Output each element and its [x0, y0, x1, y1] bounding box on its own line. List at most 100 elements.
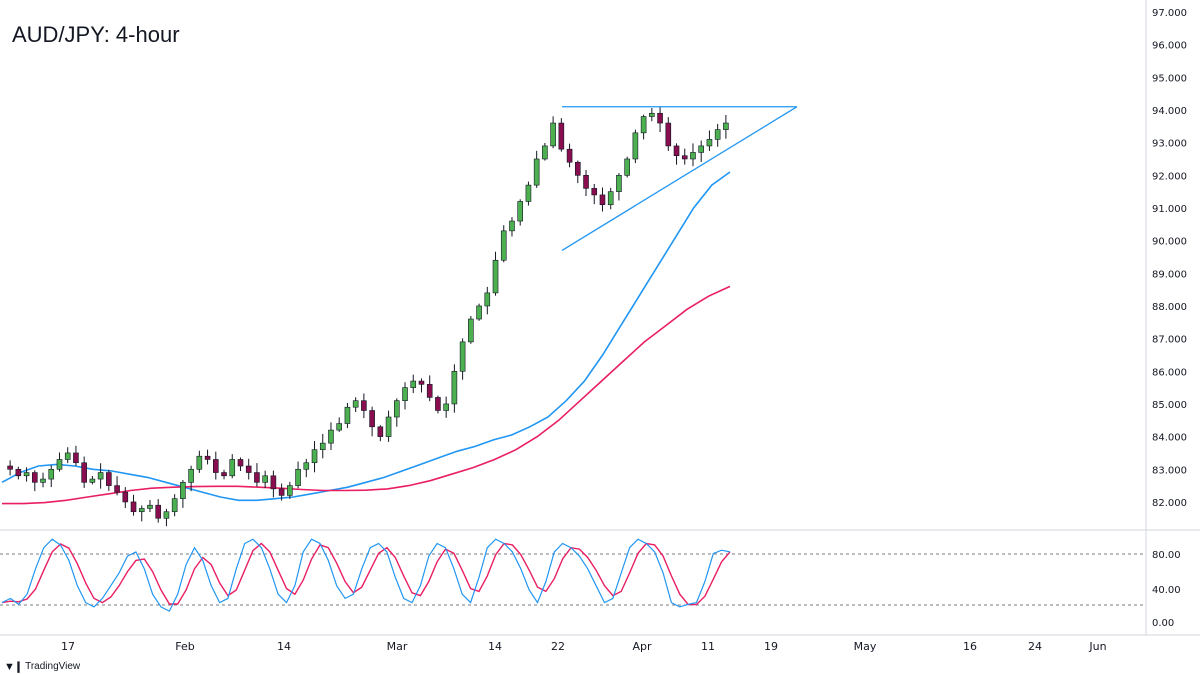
candle-body-up [690, 152, 696, 160]
candle [673, 143, 680, 165]
candle [393, 398, 400, 427]
candle [492, 251, 499, 296]
candle [204, 449, 211, 465]
candle [328, 422, 334, 451]
candle-body-down [583, 175, 589, 189]
candle-body-up [451, 370, 458, 405]
candle-body-up [303, 462, 310, 470]
candle-body-up [344, 406, 351, 424]
candle-body-up [517, 201, 524, 222]
candle-body-up [509, 220, 515, 232]
candle [352, 397, 359, 413]
candle [517, 199, 524, 226]
candle [468, 316, 474, 344]
candle-body-up [723, 122, 729, 130]
candle-body-up [402, 387, 408, 401]
chart-title: AUD/JPY: 4-hour [12, 22, 180, 47]
candle [525, 181, 532, 206]
candle [262, 470, 268, 489]
candle-body-down [361, 400, 367, 411]
price-tick-label: 83.000 [1152, 465, 1187, 476]
time-tick-label: May [854, 640, 877, 653]
candle-body-down [73, 452, 79, 464]
candle [303, 458, 310, 478]
candle-body-down [122, 491, 129, 503]
candle [714, 123, 721, 147]
brand-text: TradingView [25, 661, 81, 672]
price-tick-label: 89.000 [1152, 269, 1187, 280]
trendline-annotations [561, 106, 798, 251]
candle-body-up [319, 442, 326, 450]
candle [665, 117, 672, 151]
candle [558, 118, 565, 152]
time-tick-label: 24 [1028, 640, 1042, 653]
candle-body-down [377, 426, 384, 437]
candle-body-down [566, 148, 573, 163]
candle [344, 402, 351, 429]
candle [106, 469, 112, 491]
candle [418, 378, 425, 393]
candle [319, 433, 326, 459]
candle [278, 483, 285, 501]
candle-body-up [138, 508, 145, 513]
candle-body-up [393, 400, 400, 418]
candle [649, 108, 655, 122]
time-tick-label: 11 [701, 640, 715, 653]
oscillator-tick-label: 80.00 [1152, 550, 1181, 561]
price-tick-label: 82.000 [1152, 498, 1187, 509]
candle [550, 116, 556, 149]
candle-body-up [698, 145, 705, 153]
price-tick-label: 88.000 [1152, 302, 1187, 313]
candle [435, 395, 441, 414]
candle [180, 480, 186, 508]
candle-body-up [525, 184, 532, 202]
candle-body-down [155, 504, 162, 519]
candle-body-down [15, 468, 22, 477]
time-tick-label: Mar [387, 640, 408, 653]
tradingview-logo-icon: ▼❙ [4, 661, 23, 673]
oscillator-lines [1, 538, 731, 612]
time-tick-label: Apr [632, 640, 652, 653]
oscillator-d-line [1, 542, 731, 606]
candle [451, 364, 458, 413]
candle-body-up [56, 459, 63, 470]
candle [188, 465, 194, 492]
candle [163, 508, 170, 527]
candle-body-down [426, 384, 433, 398]
candle [130, 494, 137, 516]
candle [574, 160, 581, 184]
candle-body-down [245, 465, 252, 473]
candle [723, 114, 729, 139]
candle [500, 225, 507, 263]
candle-body-up [295, 468, 301, 486]
candle [221, 469, 227, 480]
candle [426, 375, 433, 402]
candle-body-up [229, 459, 236, 477]
time-tick-label: 22 [551, 640, 565, 653]
candle [698, 140, 705, 162]
candle [533, 150, 540, 188]
oscillator-k-line [1, 538, 731, 612]
candle-body-up [410, 380, 417, 388]
candle [311, 441, 318, 473]
candle-body-up [89, 478, 96, 483]
candle [196, 450, 203, 473]
price-tick-label: 87.000 [1152, 335, 1187, 346]
candle [40, 472, 46, 488]
time-tick-label: Feb [175, 640, 194, 653]
candle-body-up [196, 455, 203, 470]
candle [89, 475, 96, 485]
candle-body-up [649, 112, 655, 117]
candle [616, 173, 622, 201]
candle-body-down [418, 380, 425, 385]
moving-average-blue [1, 171, 731, 502]
candle [385, 410, 392, 442]
candle-body-up [40, 478, 46, 483]
candle [7, 460, 13, 476]
candle-body-up [311, 449, 318, 464]
candle-body-up [500, 230, 507, 261]
candle-body-up [262, 475, 268, 483]
moving-average-pink [2, 285, 731, 505]
candle [155, 499, 162, 523]
